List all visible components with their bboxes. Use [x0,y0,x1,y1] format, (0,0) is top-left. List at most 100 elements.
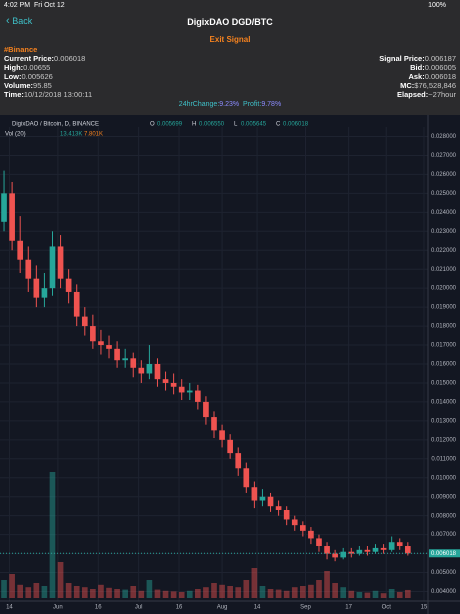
ohlc-value: 0.005645 [241,122,267,128]
ohlc-value: 0.006550 [199,122,225,128]
candle-body [73,291,80,317]
info-row: Time:10/12/2018 13:00:11 [4,90,92,99]
info-row: Bid:0.006005 [379,63,456,72]
info-value: 95.85 [33,81,52,90]
ohlc-value: 0.005699 [157,122,183,128]
candle-body [130,358,137,368]
info-row: Signal Price:0.006187 [379,54,456,63]
nav-bar: ‹ Back DigixDAO DGD/BTC [0,14,460,30]
info-left: Current Price:0.006018 High:0.00655 Low:0.… [4,54,92,99]
candle-body [98,341,104,346]
candle-body [90,326,96,342]
volume-bar [364,592,371,598]
y-tick-label: 0.022000 [431,248,457,254]
y-tick-label: 0.019000 [431,305,457,311]
candle-body [170,382,177,387]
volume-bar [203,587,209,598]
candle-body [1,193,7,222]
volume-bar [81,587,88,598]
y-tick-label: 0.026000 [431,172,457,178]
candle-body [195,390,201,402]
candle-body [211,417,217,431]
y-tick-label: 0.028000 [431,134,457,140]
volume-bar [138,590,145,598]
date: Fri Oct 12 [33,2,65,9]
y-tick-label: 0.004000 [431,589,457,595]
x-tick-label: 14 [6,605,13,611]
status-time: 4:02 PM Fri Oct 12 [4,2,65,9]
x-tick-label: 16 [95,605,102,611]
info-row: Ask:0.006018 [379,72,456,81]
info-value: 0.005626 [21,72,53,81]
volume-bar [356,592,363,598]
y-tick-label: 0.018000 [431,324,457,330]
info-label: Signal Price: [379,54,425,63]
candle-body [49,246,56,289]
volume-bar [324,571,330,598]
x-tick-label: Sep [300,605,311,611]
candle-body [324,546,330,554]
candle-body [356,549,363,554]
back-button[interactable]: ‹ Back [6,15,33,27]
info-row: Low:0.005626 [4,72,92,81]
candle-body [138,367,145,374]
volume-bar [90,589,96,598]
volume-bar [283,590,290,598]
ohlc-key: L [234,122,238,128]
candle-body [364,549,371,552]
candle-body [243,468,250,488]
y-tick-label: 0.010000 [431,475,457,481]
volume-bar [178,592,185,598]
candle-body [186,390,193,393]
signal-heading: Exit Signal [209,35,251,44]
candle-body [106,345,112,349]
candle-body [267,496,274,507]
x-tick-label: 14 [254,605,261,611]
volume-legend: 13.413K [60,132,82,138]
candle-body [219,430,225,440]
x-tick-label: Jul [135,605,143,611]
volume-bar [130,586,137,598]
candle-body [203,401,209,418]
profit-value: 9.78% [261,101,282,108]
info-value: 0.006187 [424,54,456,63]
y-tick-label: 0.009000 [431,494,457,500]
last-price-box [429,549,460,558]
candle-body [388,542,395,550]
volume-bar [396,592,403,598]
candle-body [380,547,387,550]
volume-bar [114,589,120,598]
volume-bar [146,580,153,598]
info-label: Low: [4,72,22,81]
x-tick-label: 16 [176,605,183,611]
candle-body [372,547,379,552]
info-row: MC:$76,528,846 [379,81,456,90]
y-tick-label: 0.024000 [431,210,457,216]
change-label: 24hrChange: [178,101,220,108]
candle-body [259,496,266,501]
info-row: Current Price:0.006018 [4,54,92,63]
candle-body [41,288,48,298]
volume-bar [211,583,217,598]
volume-bar [388,589,395,598]
nav-title: DigixDAO DGD/BTC [187,17,273,27]
candle-body [251,487,258,501]
volume-bar [17,584,24,598]
volume-bar [227,586,233,598]
battery: 100% [428,2,446,9]
volume-bar [186,590,193,598]
info-value: 0.006018 [54,54,86,63]
candle-body [162,379,169,383]
volume-bar [73,586,80,598]
ohlc-key: H [192,122,196,128]
volume-bar [243,580,250,598]
y-tick-label: 0.021000 [431,267,457,273]
volume-bar [25,587,32,598]
volume-bar [251,568,258,598]
volume-bar [154,589,161,598]
volume-bar [235,587,242,598]
y-tick-label: 0.008000 [431,513,457,519]
y-tick-label: 0.012000 [431,437,457,443]
volume-legend: 7.801K [84,132,103,138]
